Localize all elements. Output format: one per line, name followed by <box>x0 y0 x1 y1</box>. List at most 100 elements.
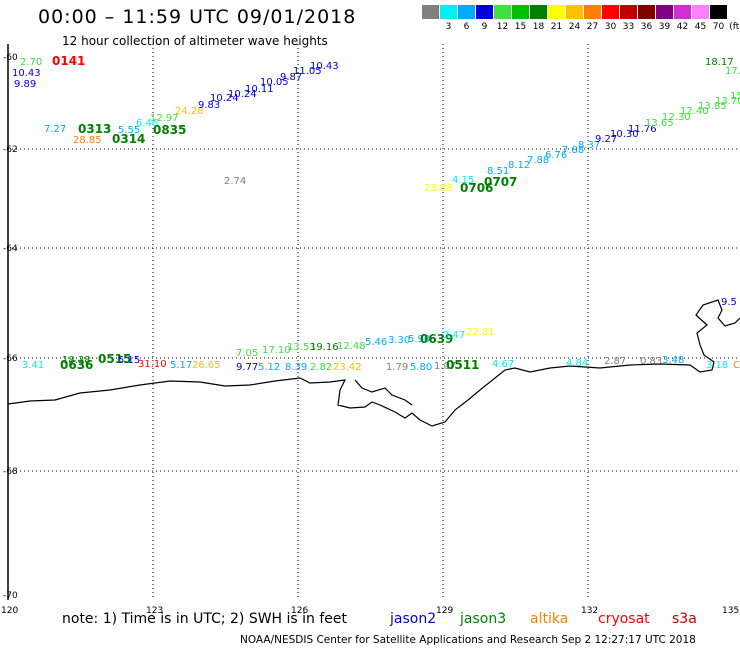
wave-height-label: 13.70 <box>715 96 740 107</box>
pass-time-label: 0515 <box>98 352 131 366</box>
wave-height-label: 24.28 <box>175 106 204 117</box>
wave-height-label: 3.48 <box>662 355 684 366</box>
wave-height-label: 10.24 <box>228 89 257 100</box>
wave-height-label: 4.67 <box>492 359 514 370</box>
wave-height-label: 10.43 <box>12 68 41 79</box>
wave-height-label: 9.27 <box>595 134 617 145</box>
legend-cryosat: cryosat <box>598 611 650 627</box>
pass-time-label: 0707 <box>484 175 517 189</box>
wave-height-label: 9.77 <box>236 362 258 373</box>
wave-height-label: 3.41 <box>22 360 44 371</box>
wave-height-label: 8.39 <box>285 362 307 373</box>
scale-swatch <box>476 5 493 19</box>
pass-time-label: 0639 <box>420 332 453 346</box>
wave-height-label: 18.17 <box>705 57 734 68</box>
scale-swatch <box>638 5 655 19</box>
wave-height-label: 4.15 <box>452 175 474 186</box>
wave-height-label: 10.30 <box>610 129 639 140</box>
wave-height-label: 8.12 <box>508 160 530 171</box>
lon-label: 120 <box>1 606 18 616</box>
scale-label: 15 <box>514 22 527 32</box>
scale-label: 12 <box>496 22 509 32</box>
scale-swatch <box>710 5 727 19</box>
scale-label: 36 <box>640 22 653 32</box>
legend-jason2: jason2 <box>390 611 437 627</box>
wave-height-label: 12.97 <box>150 113 179 124</box>
wave-height-label: 7.27 <box>44 124 66 135</box>
scale-swatch <box>584 5 601 19</box>
footer-note: note: 1) Time is in UTC; 2) SWH is in fe… <box>62 611 348 627</box>
pass-time-label: 0313 <box>78 122 111 136</box>
scale-unit: (ft) <box>729 22 740 32</box>
wave-height-label: 2.70 <box>20 57 42 68</box>
wave-height-label: 26.65 <box>192 360 221 371</box>
wave-height-label: 6.46 <box>136 118 158 129</box>
antarctic-coastline <box>7 299 740 427</box>
pass-time-label: 0511 <box>446 358 479 372</box>
scale-swatch <box>530 5 547 19</box>
wave-height-label: 5.80 <box>410 362 432 373</box>
wave-height-label: 2.82 <box>310 362 332 373</box>
wave-height-label: 4.84 <box>566 358 588 369</box>
lat-label: -64 <box>3 244 18 254</box>
wave-height-label: 9.89 <box>14 79 36 90</box>
lat-label: -62 <box>3 145 18 155</box>
wave-height-label: 5.90 <box>408 334 430 345</box>
wave-height-label: 2.87 <box>604 356 626 367</box>
scale-label: 6 <box>463 22 470 32</box>
scale-swatch <box>512 5 529 19</box>
wave-height-label: 5.15 <box>118 355 140 366</box>
wave-height-label: 11.05 <box>293 66 322 77</box>
wave-height-label: 3.47 <box>443 330 465 341</box>
wave-height-label: 11.76 <box>628 124 657 135</box>
lat-label: -66 <box>3 354 18 364</box>
wave-height-label: 5.17 <box>170 360 192 371</box>
scale-label: 42 <box>676 22 689 32</box>
wave-height-label: 23.42 <box>333 362 362 373</box>
scale-swatch <box>674 5 691 19</box>
scale-swatch <box>620 5 637 19</box>
wave-height-label: 15 <box>730 91 740 102</box>
lat-label: -60 <box>3 53 18 63</box>
scale-swatch <box>692 5 709 19</box>
wave-height-label: 28.85 <box>73 135 102 146</box>
wave-height-label: C <box>733 360 740 371</box>
wave-height-label: 13.85 <box>698 101 727 112</box>
wave-height-label: 12.40 <box>680 106 709 117</box>
lat-label: -70 <box>3 591 18 601</box>
legend-altika: altika <box>530 611 569 627</box>
scale-swatch <box>458 5 475 19</box>
wave-height-label: 2.74 <box>224 176 246 187</box>
scale-swatch <box>422 5 439 19</box>
wave-height-label: 0.83 <box>640 356 662 367</box>
wave-height-label: 9.87 <box>280 72 302 83</box>
wave-height-label: 8.51 <box>487 166 509 177</box>
scale-label: 45 <box>694 22 707 32</box>
wave-height-label: 7.05 <box>236 348 258 359</box>
wave-height-label: 5.46 <box>365 337 387 348</box>
scale-label: 30 <box>604 22 617 32</box>
lon-label: 132 <box>581 606 598 616</box>
wave-height-label: 13.65 <box>645 118 674 129</box>
wave-height-label: 6.76 <box>545 150 567 161</box>
legend-s3a: s3a <box>672 611 697 627</box>
lat-label: -68 <box>3 467 18 477</box>
wave-height-label: 1.07 <box>434 361 456 372</box>
wave-height-label: 3.30 <box>388 335 410 346</box>
scale-label: 18 <box>532 22 545 32</box>
coastline-inlet <box>354 379 413 406</box>
lon-label: 129 <box>436 606 453 616</box>
wave-height-label: 10.43 <box>310 61 339 72</box>
wave-height-label: 5.55 <box>118 125 140 136</box>
wave-height-label: 7.88 <box>527 155 549 166</box>
wave-height-label: 1.79 <box>386 362 408 373</box>
scale-label: 27 <box>586 22 599 32</box>
wave-height-label: 10.05 <box>260 77 289 88</box>
scale-swatch <box>656 5 673 19</box>
wave-height-label: 9.83 <box>198 100 220 111</box>
wave-height-label: 7.88 <box>562 145 584 156</box>
scale-swatch <box>548 5 565 19</box>
wave-height-label: 8.37 <box>578 140 600 151</box>
